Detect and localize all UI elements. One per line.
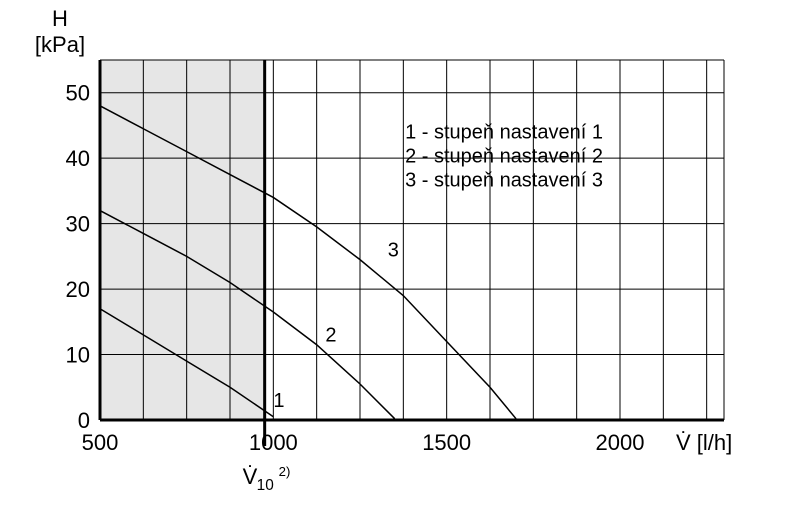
x-axis-title: V̇ [l/h] — [676, 430, 732, 455]
svg-text:2): 2) — [279, 464, 291, 479]
legend-line-2: 2 - stupeň nastavení 2 — [405, 146, 603, 168]
curve-label-1: 1 — [273, 390, 284, 412]
legend-line-3: 3 - stupeň nastavení 3 — [405, 170, 603, 192]
y-tick-label: 50 — [66, 81, 90, 106]
svg-text:10: 10 — [257, 477, 274, 494]
x-tick-label: 1000 — [249, 430, 298, 455]
y-axis-unit: [kPa] — [35, 32, 85, 57]
pump-curve-chart: 12301020304050500100015002000H[kPa]V̇ [l… — [0, 0, 799, 528]
svg-text:V̇: V̇ — [243, 464, 258, 489]
y-tick-label: 40 — [66, 146, 90, 171]
x-tick-label: 2000 — [596, 430, 645, 455]
legend-line-1: 1 - stupeň nastavení 1 — [405, 122, 603, 144]
x-tick-label: 500 — [82, 430, 119, 455]
curve-label-2: 2 — [325, 324, 336, 346]
x-tick-label: 1500 — [422, 430, 471, 455]
y-tick-label: 30 — [66, 212, 90, 237]
y-tick-label: 10 — [66, 343, 90, 368]
shaded-region — [100, 60, 265, 420]
y-axis-title: H — [52, 6, 68, 31]
curve-label-3: 3 — [388, 239, 399, 261]
y-tick-label: 20 — [66, 277, 90, 302]
